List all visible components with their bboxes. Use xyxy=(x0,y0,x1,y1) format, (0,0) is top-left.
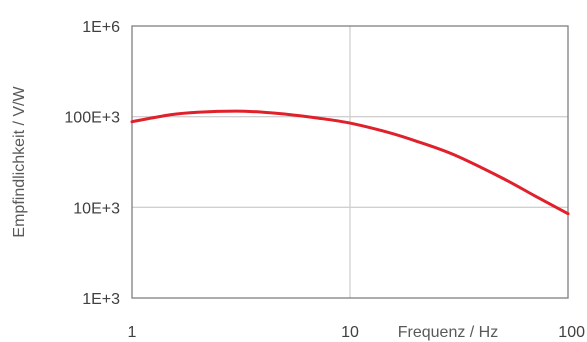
y-tick-labels: 1E+3 10E+3 100E+3 1E+6 xyxy=(64,19,120,308)
series-group xyxy=(130,109,570,216)
x-tick-label: 1 xyxy=(128,324,137,341)
y-axis-title: Empfindlichkeit / V/W xyxy=(11,86,28,238)
y-tick-label: 1E+3 xyxy=(82,291,120,308)
y-tick-label: 100E+3 xyxy=(64,110,120,127)
y-tick-label: 1E+6 xyxy=(82,19,120,36)
y-tick-label: 10E+3 xyxy=(73,200,120,217)
x-tick-label: 100 xyxy=(558,324,585,341)
plot-area xyxy=(131,25,569,299)
grid-lines xyxy=(132,26,568,298)
series-line xyxy=(130,109,570,216)
x-axis-title: Frequenz / Hz xyxy=(398,324,498,341)
x-tick-label: 10 xyxy=(341,324,359,341)
x-tick-labels: 1 10 100 xyxy=(128,324,586,341)
